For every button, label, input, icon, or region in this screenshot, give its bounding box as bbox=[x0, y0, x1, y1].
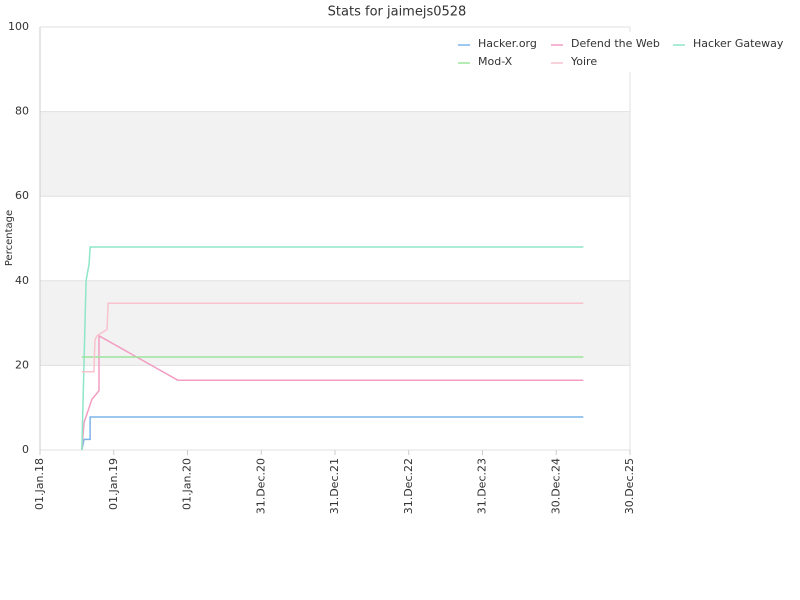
grid-band bbox=[40, 111, 630, 197]
legend-label: Hacker.org bbox=[478, 37, 537, 50]
x-tick-label: 30.Dec.25 bbox=[623, 458, 636, 514]
y-tick-label: 100 bbox=[8, 20, 29, 33]
series-line bbox=[81, 302, 584, 373]
x-tick-label: 31.Dec.23 bbox=[476, 458, 489, 514]
chart-title: Stats for jaimejs0528 bbox=[328, 5, 467, 20]
y-axis-label: Percentage bbox=[4, 210, 15, 266]
legend-label: Mod-X bbox=[478, 55, 513, 68]
series-line bbox=[81, 246, 584, 451]
grid-band bbox=[40, 280, 630, 366]
x-tick-label: 01.Jan.18 bbox=[33, 458, 46, 510]
y-tick-label: 80 bbox=[15, 105, 29, 118]
x-tick-label: 01.Jan.20 bbox=[181, 458, 194, 510]
series-line bbox=[81, 334, 584, 451]
legend-box bbox=[450, 32, 790, 72]
series-line bbox=[81, 416, 584, 451]
x-tick-label: 31.Dec.22 bbox=[402, 458, 415, 514]
legend-label: Defend the Web bbox=[571, 37, 660, 50]
y-tick-label: 0 bbox=[22, 443, 29, 456]
y-tick-label: 60 bbox=[15, 189, 29, 202]
y-tick-label: 40 bbox=[15, 274, 29, 287]
legend-label: Hacker Gateway bbox=[693, 37, 784, 50]
legend-label: Yoire bbox=[570, 55, 597, 68]
x-tick-label: 31.Dec.20 bbox=[254, 458, 267, 514]
x-tick-label: 31.Dec.21 bbox=[328, 458, 341, 514]
x-tick-label: 01.Jan.19 bbox=[107, 458, 120, 510]
y-tick-label: 20 bbox=[15, 358, 29, 371]
x-tick-label: 30.Dec.24 bbox=[549, 458, 562, 514]
